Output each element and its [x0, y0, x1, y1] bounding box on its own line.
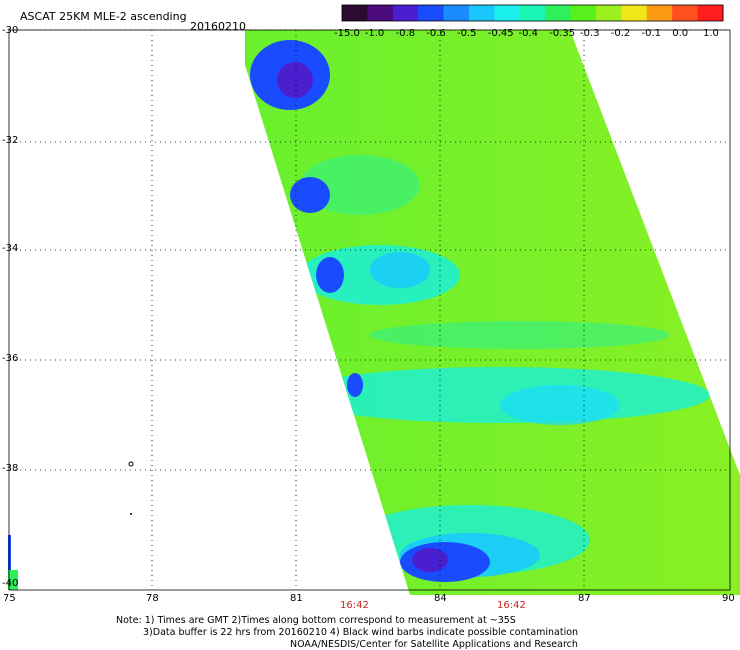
colorbar-label: -0.35 [549, 28, 576, 39]
colorbar-label: -0.5 [457, 28, 477, 39]
x-tick: 81 [290, 593, 303, 604]
colorbar-label: -1.0 [364, 28, 385, 39]
colorbar-label: 0.0 [672, 28, 689, 39]
colorbar-swatch [418, 5, 445, 21]
colorbar-swatch [443, 5, 470, 21]
colorbar-label: -0.45 [487, 28, 514, 39]
edge-strip [8, 535, 11, 570]
colorbar-swatch [570, 5, 597, 21]
y-tick: -34 [2, 243, 19, 254]
colorbar-swatch [672, 5, 699, 21]
colorbar-label: -0.4 [518, 28, 539, 39]
note-line-2: 3)Data buffer is 22 hrs from 20160210 4)… [143, 627, 579, 638]
island [128, 461, 134, 467]
colorbar-label: 1.0 [703, 28, 719, 39]
note-line-3: NOAA/NESDIS/Center for Satellite Applica… [290, 639, 578, 650]
y-tick: -38 [2, 463, 19, 474]
colorbar-label: -0.8 [395, 28, 416, 39]
y-tick: -40 [2, 578, 19, 589]
colorbar-swatch [519, 5, 546, 21]
colorbar-swatch [646, 5, 673, 21]
plot-frame [8, 29, 731, 591]
colorbar-swatch [392, 5, 419, 21]
colorbar-label: -0.3 [580, 28, 600, 39]
y-tick: -32 [2, 135, 19, 146]
x-tick: 78 [146, 593, 159, 604]
time-label: 16:42 [340, 600, 369, 611]
y-tick: -30 [2, 25, 19, 36]
colorbar-label: -15.0 [334, 28, 360, 39]
colorbar [341, 4, 724, 22]
x-tick: 87 [578, 593, 591, 604]
x-tick: 75 [3, 593, 16, 604]
y-tick: -36 [2, 353, 19, 364]
colorbar-label: -0.1 [641, 28, 662, 39]
note-line-1: Note: 1) Times are GMT 2)Times along bot… [116, 615, 516, 626]
colorbar-swatch [367, 5, 394, 21]
colorbar-swatch [596, 5, 622, 21]
colorbar-swatch [545, 5, 572, 21]
x-tick: 90 [722, 593, 735, 604]
colorbar-swatch [621, 5, 648, 21]
colorbar-swatch [469, 5, 495, 21]
colorbar-swatch [494, 5, 521, 21]
swath [245, 30, 740, 595]
colorbar-label: -0.2 [610, 28, 631, 39]
island [130, 513, 132, 515]
x-tick: 84 [434, 593, 447, 604]
colorbar-label: -0.6 [426, 28, 446, 39]
time-label: 16:42 [497, 600, 526, 611]
colorbar-swatch [697, 5, 724, 21]
map-title: ASCAT 25KM MLE-2 ascending [20, 10, 187, 23]
colorbar-swatch [342, 5, 368, 21]
